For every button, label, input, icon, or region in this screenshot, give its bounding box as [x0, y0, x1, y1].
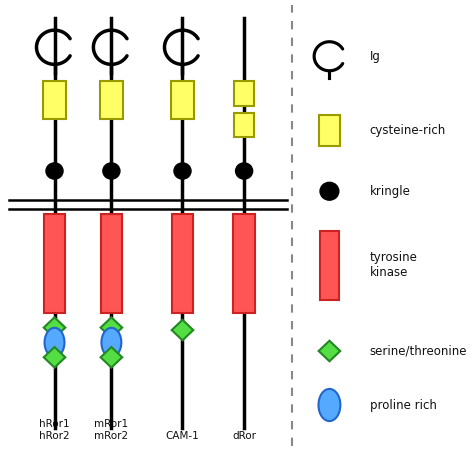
Polygon shape: [172, 320, 193, 340]
Bar: [44, 214, 65, 313]
Circle shape: [103, 163, 120, 179]
Polygon shape: [100, 347, 122, 368]
Text: dRor: dRor: [232, 431, 256, 441]
Text: CAM-1: CAM-1: [165, 431, 200, 441]
Bar: [171, 81, 194, 119]
Text: cysteine-rich: cysteine-rich: [370, 124, 446, 137]
Text: Ig: Ig: [370, 50, 381, 63]
Polygon shape: [44, 347, 65, 368]
Bar: [320, 231, 339, 300]
Bar: [233, 214, 255, 313]
Circle shape: [174, 163, 191, 179]
Bar: [100, 214, 122, 313]
Circle shape: [320, 182, 339, 200]
Text: kringle: kringle: [370, 185, 410, 198]
Ellipse shape: [101, 328, 121, 357]
Text: proline rich: proline rich: [370, 399, 437, 411]
Bar: [319, 115, 340, 146]
Bar: [43, 81, 66, 119]
Text: mRor1
mRor2: mRor1 mRor2: [94, 419, 128, 441]
Bar: [172, 214, 193, 313]
Polygon shape: [319, 341, 340, 361]
Text: serine/threonine: serine/threonine: [370, 345, 467, 357]
Polygon shape: [44, 317, 65, 338]
Bar: [100, 81, 123, 119]
Ellipse shape: [319, 389, 340, 421]
Circle shape: [46, 163, 63, 179]
Bar: [235, 112, 254, 138]
Bar: [235, 81, 254, 106]
Polygon shape: [100, 317, 122, 338]
Circle shape: [236, 163, 253, 179]
Text: tyrosine
kinase: tyrosine kinase: [370, 252, 418, 279]
Ellipse shape: [45, 328, 64, 357]
Text: hRor1
hRor2: hRor1 hRor2: [39, 419, 70, 441]
